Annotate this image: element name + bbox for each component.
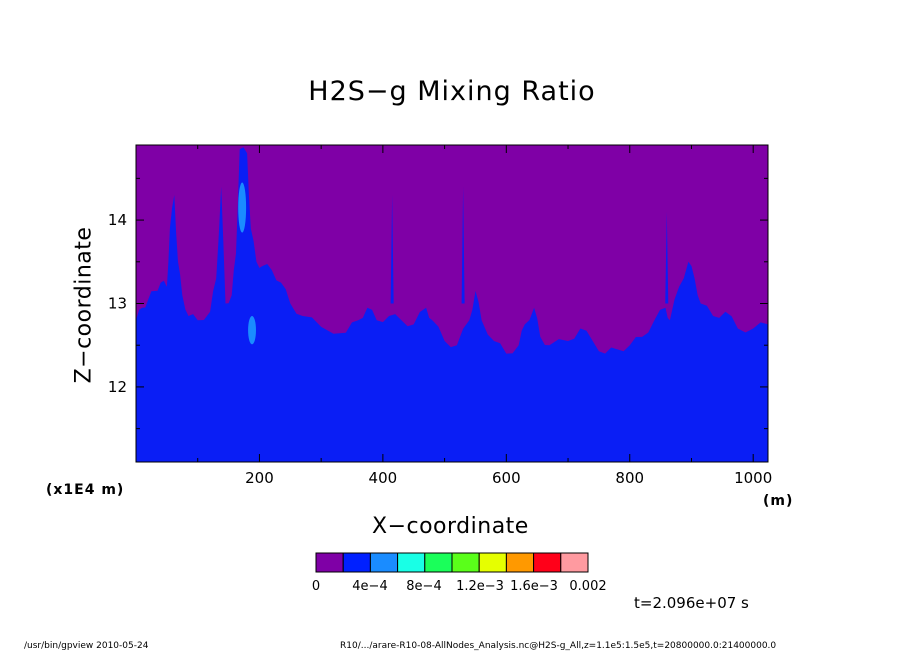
x-tick-label: 1000 bbox=[734, 469, 772, 487]
axes: 200 400 600 800 1000 12 13 14 bbox=[108, 144, 772, 487]
colorbar-label: 1.6e−3 bbox=[510, 579, 558, 594]
chart-title: H2S−g Mixing Ratio bbox=[308, 76, 596, 107]
colorbar-swatch bbox=[315, 552, 344, 573]
x-tick-label: 800 bbox=[615, 469, 644, 487]
colorbar-swatch bbox=[369, 552, 399, 573]
low-level-region bbox=[136, 147, 768, 463]
y-tick-label: 14 bbox=[108, 211, 127, 229]
x-tick-label: 200 bbox=[245, 469, 274, 487]
colorbar-swatch bbox=[424, 552, 453, 573]
y-tick-label: 12 bbox=[108, 378, 127, 396]
colorbar-label: 1.2e−3 bbox=[456, 579, 504, 594]
x-axis-label: X−coordinate bbox=[372, 514, 529, 539]
high-level-patch bbox=[238, 182, 247, 233]
colorbar-label: 0 bbox=[312, 579, 320, 594]
colorbar: 0 4e−4 8e−4 1.2e−3 1.6e−3 0.002 bbox=[312, 552, 607, 594]
colorbar-swatch bbox=[451, 552, 480, 573]
colorbar-swatch bbox=[560, 552, 589, 573]
y-scale-label: (x1E4 m) bbox=[46, 482, 125, 498]
colorbar-swatch bbox=[478, 552, 507, 573]
colorbar-swatch bbox=[342, 552, 371, 573]
spike-region bbox=[390, 195, 394, 304]
footer-program-info: /usr/bin/gpview 2010-05-24 bbox=[24, 641, 149, 651]
colorbar-swatch bbox=[533, 552, 562, 573]
colorbar-swatch bbox=[397, 552, 426, 573]
footer-file-info: R10/.../arare-R10-08-AllNodes_Analysis.n… bbox=[340, 641, 777, 651]
colorbar-label: 0.002 bbox=[569, 579, 606, 594]
spike-region bbox=[461, 186, 465, 304]
colorbar-label: 8e−4 bbox=[406, 579, 441, 594]
plot-area bbox=[136, 145, 768, 463]
y-tick-label: 13 bbox=[108, 295, 127, 313]
x-tick-label: 600 bbox=[492, 469, 521, 487]
x-tick-label: 400 bbox=[369, 469, 398, 487]
time-label: t=2.096e+07 s bbox=[634, 594, 749, 612]
colorbar-swatch bbox=[505, 552, 535, 573]
colorbar-label: 4e−4 bbox=[352, 579, 387, 594]
spike-region bbox=[665, 211, 669, 304]
x-unit-label: (m) bbox=[763, 493, 794, 509]
high-level-patch bbox=[248, 316, 256, 345]
